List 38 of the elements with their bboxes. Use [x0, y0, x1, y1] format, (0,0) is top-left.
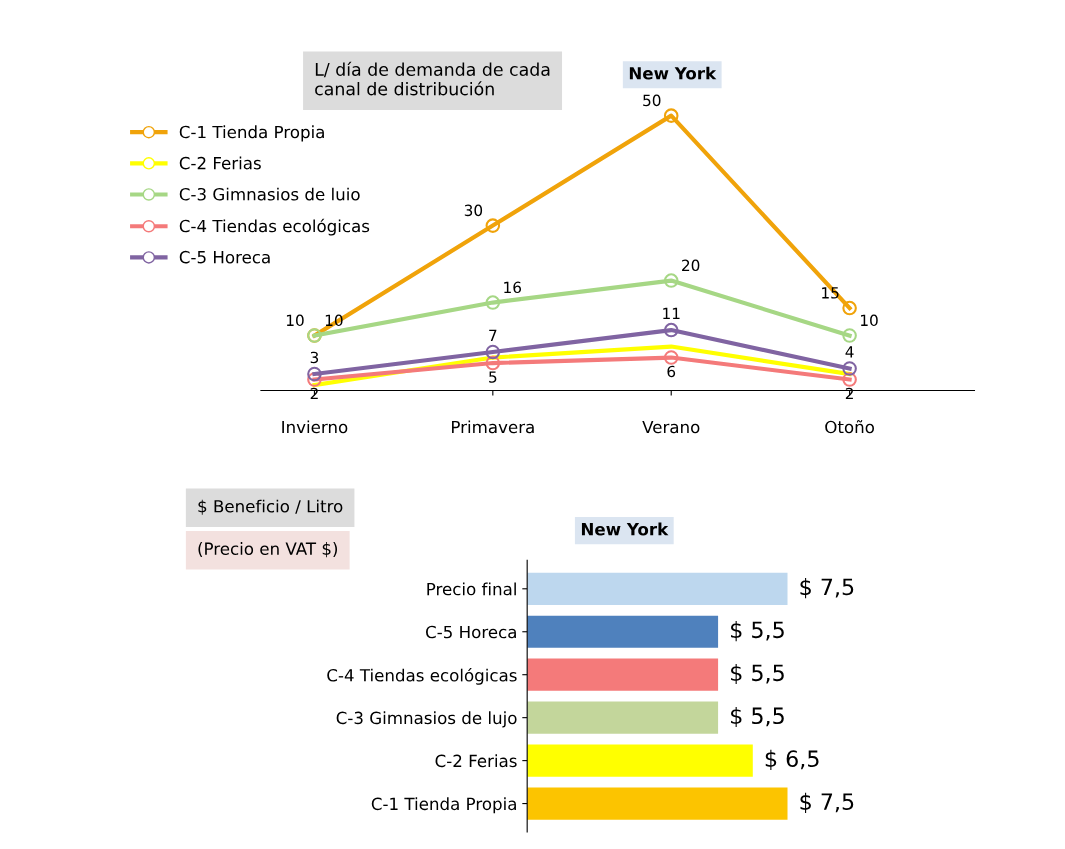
data-label: $ 5,5 [731, 621, 784, 642]
data-label: $ 7,5 [800, 578, 854, 599]
legend-label: C-3 Gimnasios de luio [179, 187, 360, 201]
y-tick-label: C-1 Tienda Propia [371, 797, 516, 814]
data-label: 10 [861, 314, 878, 327]
y-tick-label: C-2 Ferias [435, 754, 517, 768]
text: (Precio en VAT $) [198, 542, 338, 558]
x-tick-label: Otoño [825, 420, 874, 434]
chart-subtitle: New York [581, 522, 669, 536]
data-label: 20 [682, 259, 700, 272]
data-label: 10 [286, 314, 304, 327]
data-label: $ 7,5 [800, 792, 854, 813]
x-tick-label: Invierno [282, 420, 348, 434]
data-label: 6 [667, 365, 676, 378]
y-tick-label: C-3 Gimnasios de lujo [336, 711, 517, 728]
chart-title: L/ día de demanda de cada canal de distribución [315, 61, 550, 96]
legend-label: C-4 Tiendas ecológicas [179, 218, 370, 236]
data-label: $ 5,5 [731, 706, 784, 728]
data-label: 11 [663, 307, 680, 319]
data-label: $ 5,5 [731, 663, 784, 685]
data-label: 16 [504, 281, 522, 294]
legend-label: C-1 Tienda Propia [179, 125, 324, 142]
data-label: 3 [310, 351, 319, 364]
data-label: 30 [464, 204, 483, 217]
data-label: 50 [643, 94, 661, 107]
x-tick-label: Primavera [452, 420, 534, 434]
text: $ Beneficio / Litro [198, 499, 343, 515]
chart-subtitle: New York [629, 66, 717, 80]
data-label: 4 [845, 346, 854, 358]
x-tick-label: Verano [642, 420, 700, 434]
data-label: 7 [489, 329, 497, 341]
y-tick-label: C-5 Horeca [425, 625, 516, 639]
y-tick-label: C-4 Tiendas ecológicas [327, 668, 517, 685]
data-label: $ 6,5 [765, 749, 819, 771]
legend-label: C-5 Horeca [179, 250, 270, 264]
legend-label: C-2 Ferias [179, 156, 261, 170]
y-tick-label: Precio final [427, 582, 516, 596]
data-label: 5 [489, 371, 497, 383]
